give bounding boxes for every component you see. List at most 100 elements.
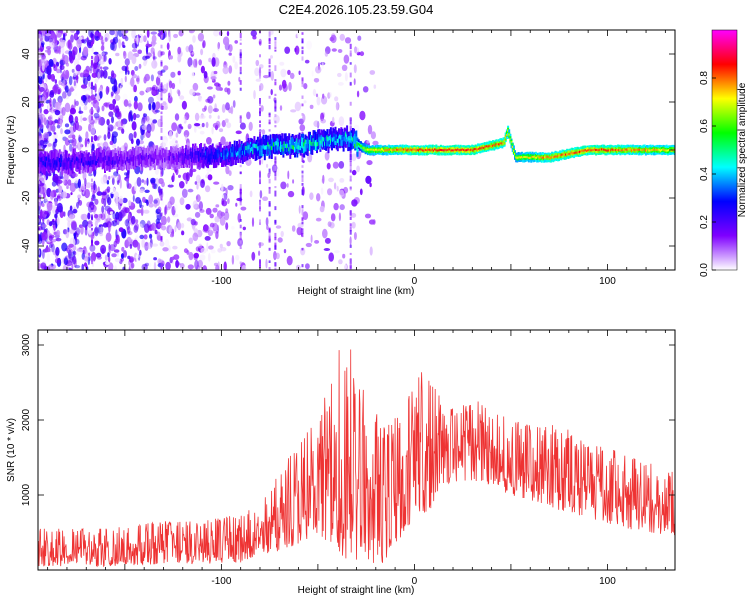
noise-streak — [91, 148, 93, 154]
ridge-cell — [280, 145, 283, 150]
noise-streak — [160, 188, 163, 194]
ridge-cell — [348, 136, 351, 147]
noise-blob — [306, 40, 312, 50]
noise-blob — [171, 122, 178, 132]
noise-streak — [160, 212, 163, 217]
noise-blob — [40, 262, 47, 270]
noise-streak — [274, 100, 277, 104]
ridge-cell — [121, 155, 124, 167]
ridge-cell — [135, 156, 138, 168]
noise-blob — [61, 106, 66, 116]
noise-blob — [187, 123, 192, 129]
noise-streak — [160, 192, 163, 197]
ridge-cell — [84, 157, 87, 169]
noise-blob — [223, 261, 227, 270]
noise-streak — [349, 210, 352, 216]
ridge-cell — [284, 143, 287, 154]
ridge-cell — [449, 148, 452, 151]
noise-streak — [301, 38, 304, 44]
noise-streak — [268, 65, 271, 68]
ridge-cell — [245, 145, 248, 156]
noise-blob — [139, 90, 145, 96]
ridge-cell — [277, 142, 280, 147]
noise-streak — [268, 211, 271, 217]
noise-streak — [301, 170, 304, 174]
noise-streak — [268, 129, 271, 132]
noise-blob — [327, 221, 332, 228]
noise-streak — [259, 208, 261, 212]
noise-blob — [173, 33, 179, 39]
ridge-cell — [409, 148, 412, 151]
ridge-cell — [351, 137, 354, 142]
noise-blob — [229, 165, 234, 171]
noise-blob — [121, 41, 125, 47]
ridge-cell — [344, 132, 347, 137]
noise-blob — [228, 170, 232, 177]
ridge-cell — [489, 144, 492, 147]
ridge-cell — [67, 158, 69, 170]
noise-blob — [124, 75, 127, 83]
noise-blob — [170, 71, 176, 78]
noise-blob — [47, 73, 52, 80]
ridge-cell — [511, 145, 514, 148]
noise-blob — [119, 179, 122, 189]
noise-streak — [274, 49, 277, 52]
noise-blob — [327, 188, 333, 196]
ridge-cell — [159, 153, 162, 159]
noise-blob — [148, 140, 155, 150]
ridge-cell — [150, 155, 153, 167]
noise-streak — [349, 261, 352, 267]
ridge-cell — [487, 145, 490, 148]
ridge-cell — [321, 140, 324, 145]
ridge-cell — [130, 150, 133, 162]
ridge-cell — [229, 148, 232, 160]
ridge-cell — [397, 148, 399, 151]
noise-blob — [47, 172, 52, 177]
ridge-cell — [122, 159, 125, 164]
noise-blob — [72, 122, 77, 133]
ridge-cell — [444, 148, 447, 151]
noise-blob — [166, 42, 170, 50]
noise-blob — [112, 211, 116, 220]
noise-blob — [193, 228, 199, 237]
noise-blob — [49, 92, 55, 98]
ridge-cell — [531, 155, 534, 158]
noise-blob — [227, 185, 234, 191]
noise-blob — [107, 252, 110, 258]
ridge-cell — [631, 149, 633, 152]
ridge-cell — [156, 158, 159, 164]
colorbar: 0.00.20.40.60.8 Normalized spectral ampl… — [699, 29, 748, 277]
ridge-cell — [224, 151, 227, 156]
noise-streak — [268, 267, 271, 270]
noise-blob — [113, 249, 120, 253]
noise-blob — [70, 186, 75, 190]
noise-blob — [45, 33, 51, 37]
noise-blob — [160, 200, 165, 206]
noise-blob — [122, 93, 128, 101]
noise-blob — [191, 168, 197, 173]
ridge-cell — [208, 150, 211, 155]
noise-blob — [93, 51, 99, 55]
noise-blob — [222, 36, 230, 46]
ridge-cell — [267, 142, 270, 147]
noise-blob — [80, 115, 83, 123]
noise-streak — [91, 209, 93, 212]
noise-blob — [132, 112, 137, 121]
ridge-cell — [404, 148, 406, 151]
noise-streak — [274, 160, 277, 166]
noise-blob — [67, 227, 70, 233]
ridge-cell — [278, 140, 281, 152]
noise-blob — [155, 76, 161, 86]
ridge-cell — [281, 144, 284, 150]
ridge-cell — [137, 154, 140, 166]
ridge-cell — [482, 147, 485, 150]
noise-blob — [127, 183, 132, 190]
ridge-cell — [44, 162, 47, 167]
noise-blob — [130, 138, 134, 145]
ridge-cell — [134, 153, 137, 158]
noise-blob — [228, 52, 232, 56]
noise-streak — [91, 101, 93, 105]
noise-streak — [274, 206, 277, 211]
noise-blob — [193, 58, 198, 68]
ridge-cell — [593, 148, 596, 151]
